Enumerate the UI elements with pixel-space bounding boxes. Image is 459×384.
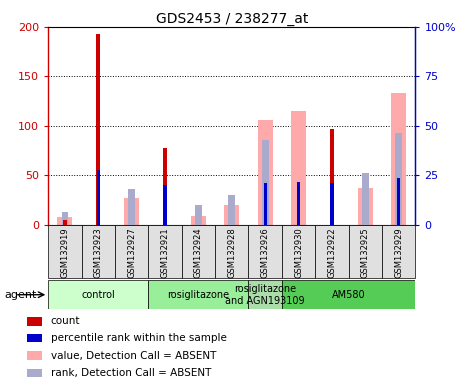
- Bar: [229, 195, 235, 225]
- Bar: [282, 225, 315, 278]
- Bar: [191, 216, 206, 225]
- Bar: [148, 225, 182, 278]
- Text: rosiglitazone: rosiglitazone: [168, 290, 230, 300]
- Bar: [215, 225, 248, 278]
- Bar: [96, 34, 101, 225]
- Bar: [96, 170, 100, 225]
- Text: GSM132922: GSM132922: [327, 227, 336, 278]
- Bar: [349, 225, 382, 278]
- Text: percentile rank within the sample: percentile rank within the sample: [50, 333, 227, 343]
- Text: GSM132930: GSM132930: [294, 227, 303, 278]
- Text: GSM132924: GSM132924: [194, 227, 203, 278]
- Text: GSM132923: GSM132923: [94, 227, 103, 278]
- Bar: [248, 225, 282, 278]
- Bar: [330, 129, 334, 225]
- Bar: [395, 133, 402, 225]
- Bar: [115, 225, 148, 278]
- Bar: [163, 147, 167, 225]
- Text: GSM132919: GSM132919: [61, 227, 69, 278]
- Bar: [195, 205, 202, 225]
- Bar: [257, 120, 273, 225]
- Bar: [263, 183, 267, 225]
- Bar: [48, 225, 82, 278]
- Text: agent: agent: [5, 290, 37, 300]
- Bar: [27, 334, 42, 343]
- Bar: [27, 317, 42, 326]
- Bar: [291, 111, 306, 225]
- Bar: [27, 369, 42, 377]
- Bar: [182, 225, 215, 278]
- Text: GSM132928: GSM132928: [227, 227, 236, 278]
- Bar: [358, 188, 373, 225]
- Bar: [224, 205, 239, 225]
- Bar: [124, 198, 139, 225]
- Text: count: count: [50, 316, 80, 326]
- Bar: [163, 185, 167, 225]
- Bar: [82, 225, 115, 278]
- Bar: [330, 183, 334, 225]
- Bar: [397, 178, 400, 225]
- Bar: [48, 280, 148, 309]
- Text: GSM132925: GSM132925: [361, 227, 370, 278]
- Bar: [297, 182, 300, 225]
- Bar: [248, 280, 282, 309]
- Text: rank, Detection Call = ABSENT: rank, Detection Call = ABSENT: [50, 368, 211, 378]
- Bar: [362, 173, 369, 225]
- Bar: [262, 140, 269, 225]
- Bar: [382, 225, 415, 278]
- Text: GSM132929: GSM132929: [394, 227, 403, 278]
- Bar: [57, 217, 73, 225]
- Text: control: control: [81, 290, 115, 300]
- Title: GDS2453 / 238277_at: GDS2453 / 238277_at: [156, 12, 308, 26]
- Text: AM580: AM580: [332, 290, 365, 300]
- Bar: [148, 280, 248, 309]
- Bar: [62, 212, 68, 225]
- Text: value, Detection Call = ABSENT: value, Detection Call = ABSENT: [50, 351, 216, 361]
- Text: GSM132927: GSM132927: [127, 227, 136, 278]
- Bar: [63, 220, 67, 225]
- Bar: [27, 351, 42, 360]
- Text: GSM132926: GSM132926: [261, 227, 270, 278]
- Bar: [129, 189, 135, 225]
- Text: rosiglitazone
and AGN193109: rosiglitazone and AGN193109: [225, 284, 305, 306]
- Text: GSM132921: GSM132921: [161, 227, 169, 278]
- Bar: [315, 225, 349, 278]
- Bar: [282, 280, 415, 309]
- Bar: [391, 93, 406, 225]
